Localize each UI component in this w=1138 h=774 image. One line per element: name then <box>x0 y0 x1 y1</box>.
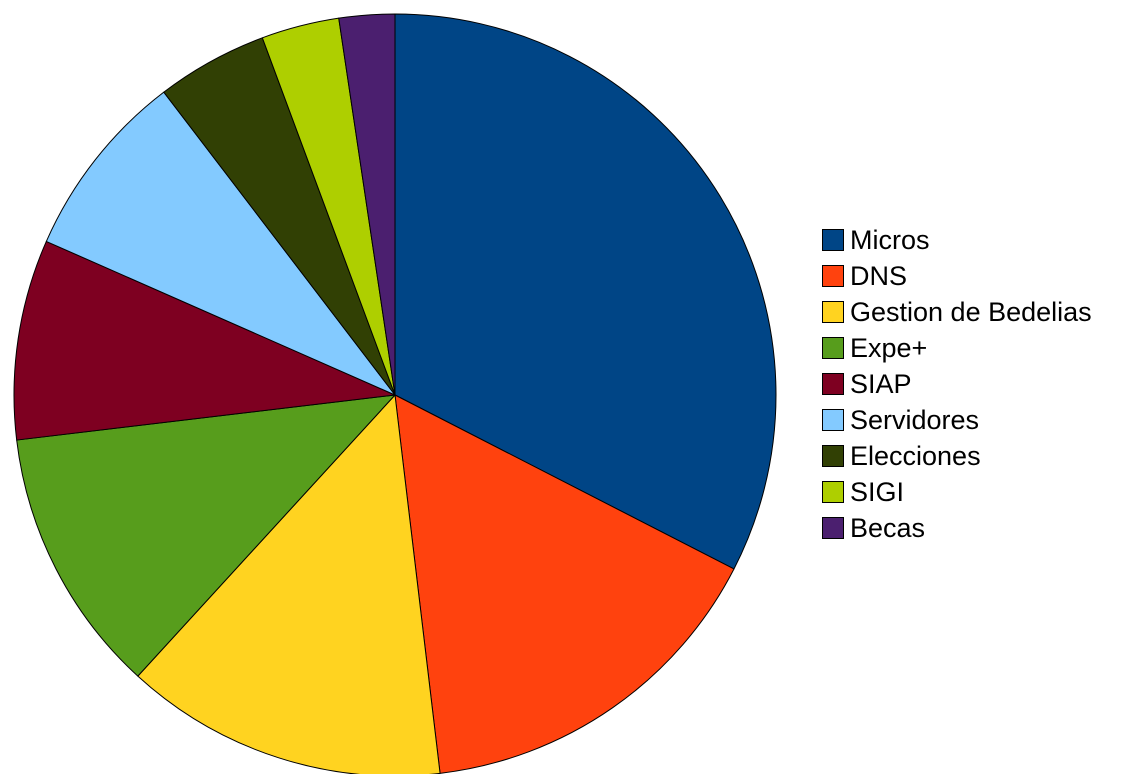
legend-swatch <box>822 301 844 323</box>
legend-item: Servidores <box>822 402 1092 438</box>
pie-slice-expe <box>16 394 396 677</box>
legend-swatch <box>822 481 844 503</box>
legend-item: DNS <box>822 258 1092 294</box>
chart-legend: Micros DNS Gestion de Bedelias Expe+ SIAP Ser… <box>822 222 1092 546</box>
legend-swatch <box>822 337 844 359</box>
pie-slice-gestion-de-bedelias <box>137 394 441 774</box>
pie-slice-dns <box>394 394 735 774</box>
legend-label: DNS <box>850 261 908 291</box>
legend-swatch <box>822 409 844 431</box>
pie-slice-siap <box>13 240 396 441</box>
legend-label: SIGI <box>850 477 905 507</box>
legend-item: Micros <box>822 222 1092 258</box>
pie-slice-servidores <box>45 91 396 396</box>
legend-item: SIAP <box>822 366 1092 402</box>
legend-swatch <box>822 445 844 467</box>
legend-label: Elecciones <box>850 441 981 471</box>
legend-item: Expe+ <box>822 330 1092 366</box>
legend-label: Gestion de Bedelias <box>850 297 1092 327</box>
pie-slice-becas <box>338 13 396 396</box>
legend-swatch <box>822 373 844 395</box>
legend-label: Micros <box>850 225 930 255</box>
legend-label: Becas <box>850 513 926 543</box>
legend-item: Becas <box>822 510 1092 546</box>
legend-label: Expe+ <box>850 333 928 363</box>
legend-label: Servidores <box>850 405 980 435</box>
legend-item: Elecciones <box>822 438 1092 474</box>
legend-label: SIAP <box>850 369 912 399</box>
legend-item: SIGI <box>822 474 1092 510</box>
legend-item: Gestion de Bedelias <box>822 294 1092 330</box>
legend-swatch <box>822 265 844 287</box>
legend-swatch <box>822 229 844 251</box>
pie-slice-micros <box>394 13 777 570</box>
legend-swatch <box>822 517 844 539</box>
